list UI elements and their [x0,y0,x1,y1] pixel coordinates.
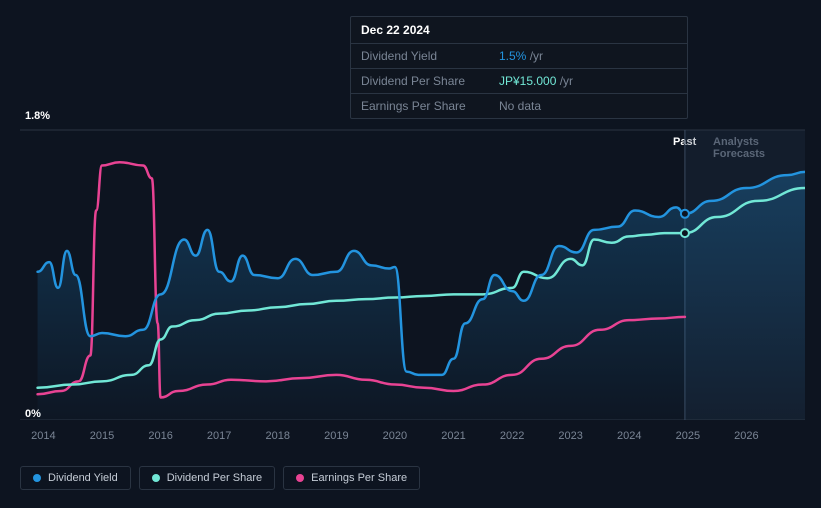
legend-swatch [296,474,304,482]
tooltip-label: Dividend Yield [361,49,499,63]
legend-label: Dividend Per Share [167,472,262,484]
tooltip-label: Dividend Per Share [361,74,499,88]
chart-svg [20,110,805,420]
tooltip-value: 1.5% /yr [499,49,543,63]
x-axis-tick: 2016 [148,430,172,442]
legend-item[interactable]: Earnings Per Share [283,466,420,490]
tooltip-value: No data [499,99,541,113]
x-axis-tick: 2023 [558,430,582,442]
x-axis-tick: 2021 [441,430,465,442]
x-axis-tick: 2025 [676,430,700,442]
tooltip-row: Dividend Yield1.5% /yr [351,44,687,69]
x-axis-tick: 2018 [266,430,290,442]
legend-item[interactable]: Dividend Per Share [139,466,275,490]
x-axis-tick: 2024 [617,430,641,442]
tooltip-row: Dividend Per ShareJP¥15.000 /yr [351,69,687,94]
x-axis-tick: 2019 [324,430,348,442]
legend-label: Earnings Per Share [311,472,407,484]
x-axis-tick: 2020 [383,430,407,442]
chart-legend: Dividend Yield Dividend Per Share Earnings… [20,466,420,490]
chart-tooltip: Dec 22 2024 Dividend Yield1.5% /yrDivide… [350,16,688,119]
x-axis-tick: 2022 [500,430,524,442]
x-axis-tick: 2026 [734,430,758,442]
legend-swatch [33,474,41,482]
legend-swatch [152,474,160,482]
legend-item[interactable]: Dividend Yield [20,466,131,490]
dividend-chart: 1.8% 0% Past Analysts Forecasts 20142015… [20,110,805,420]
x-axis-tick: 2015 [90,430,114,442]
x-axis: 2014 2015 2016 2017 2018 2019 2020 2021 2022 2023… [20,430,805,450]
x-axis-tick: 2017 [207,430,231,442]
tooltip-row: Earnings Per ShareNo data [351,94,687,118]
tooltip-label: Earnings Per Share [361,99,499,113]
tooltip-date: Dec 22 2024 [351,17,687,44]
x-axis-tick: 2014 [31,430,55,442]
tooltip-value: JP¥15.000 /yr [499,74,573,88]
legend-label: Dividend Yield [48,472,118,484]
